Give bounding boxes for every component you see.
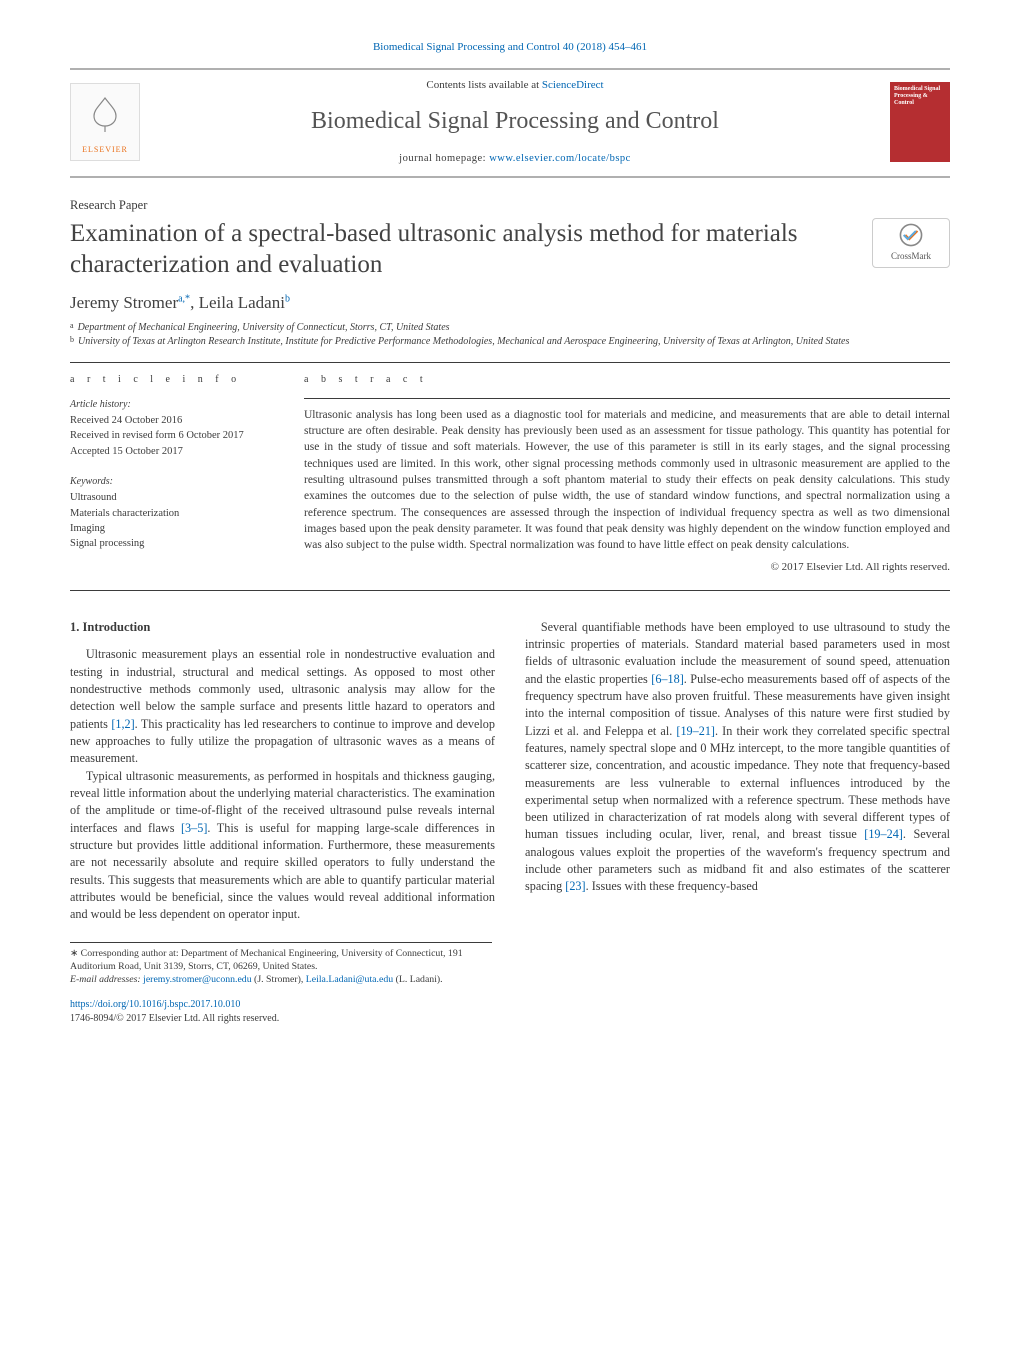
- journal-homepage-link[interactable]: www.elsevier.com/locate/bspc: [489, 153, 631, 164]
- journal-cover-thumb[interactable]: Biomedical Signal Processing & Control: [890, 82, 950, 162]
- cover-thumb-text: Biomedical Signal Processing & Control: [894, 86, 946, 108]
- abstract-head: a b s t r a c t: [304, 373, 950, 388]
- email-line: E-mail addresses: jeremy.stromer@uconn.e…: [70, 973, 492, 986]
- article-info-column: a r t i c l e i n f o Article history: R…: [70, 373, 270, 575]
- body-para-4: Several quantifiable methods have been e…: [525, 619, 950, 896]
- elsevier-wordmark: ELSEVIER: [82, 144, 128, 156]
- citation-1-2[interactable]: [1,2]: [111, 717, 134, 731]
- email1-who: (J. Stromer),: [252, 974, 306, 985]
- crossmark-label: CrossMark: [891, 250, 931, 263]
- issn-copyright-line: 1746-8094/© 2017 Elsevier Ltd. All right…: [70, 1013, 279, 1024]
- info-abstract-row: a r t i c l e i n f o Article history: R…: [70, 373, 950, 575]
- footnotes: ∗ Corresponding author at: Department of…: [70, 942, 492, 987]
- history-label: Article history:: [70, 398, 270, 413]
- section-heading-1: 1. Introduction: [70, 619, 495, 637]
- keyword-4: Signal processing: [70, 536, 270, 551]
- history-received: Received 24 October 2016: [70, 413, 270, 428]
- article-title: Examination of a spectral-based ultrason…: [70, 218, 856, 281]
- journal-header: ELSEVIER Contents lists available at Sci…: [70, 70, 950, 176]
- elsevier-tree-icon: [84, 84, 126, 144]
- affiliation-a: Department of Mechanical Engineering, Un…: [78, 321, 450, 335]
- author-2-affil-sup: b: [285, 293, 290, 304]
- author-1-affil-sup: a,*: [178, 293, 190, 304]
- email-label: E-mail addresses:: [70, 974, 143, 985]
- crossmark-badge[interactable]: CrossMark: [872, 218, 950, 268]
- homepage-pre: journal homepage:: [399, 153, 489, 164]
- keywords-label: Keywords:: [70, 475, 270, 490]
- doi-block: https://doi.org/10.1016/j.bspc.2017.10.0…: [70, 998, 950, 1025]
- elsevier-logo[interactable]: ELSEVIER: [70, 83, 140, 161]
- citation-19-24[interactable]: [19–24]: [864, 827, 903, 841]
- email2-who: (L. Ladani).: [393, 974, 443, 985]
- email-author-1[interactable]: jeremy.stromer@uconn.edu: [143, 974, 252, 985]
- author-2: Leila Ladani: [199, 293, 285, 312]
- abstract-column: a b s t r a c t Ultrasonic analysis has …: [304, 373, 950, 575]
- doi-link[interactable]: https://doi.org/10.1016/j.bspc.2017.10.0…: [70, 999, 240, 1010]
- abstract-inner-rule: [304, 398, 950, 399]
- affil-b-sup: b: [70, 335, 74, 349]
- body-para-1: Ultrasonic measurement plays an essentia…: [70, 646, 495, 767]
- abstract-text: Ultrasonic analysis has long been used a…: [304, 407, 950, 554]
- body-two-column: 1. Introduction Ultrasonic measurement p…: [70, 619, 950, 924]
- article-info-head: a r t i c l e i n f o: [70, 373, 270, 388]
- info-rule-bottom: [70, 590, 950, 591]
- title-row: Examination of a spectral-based ultrason…: [70, 218, 950, 281]
- keyword-1: Ultrasound: [70, 490, 270, 505]
- email-author-2[interactable]: Leila.Ladani@uta.edu: [306, 974, 393, 985]
- header-rule-bottom: [70, 176, 950, 178]
- history-accepted: Accepted 15 October 2017: [70, 444, 270, 459]
- keyword-3: Imaging: [70, 521, 270, 536]
- authors-line: Jeremy Stromera,*, Leila Ladanib: [70, 291, 950, 316]
- p4c: . In their work they correlated specific…: [525, 724, 950, 842]
- contents-pre: Contents lists available at: [426, 79, 541, 91]
- body-para-2: Typical ultrasonic measurements, as perf…: [70, 768, 495, 924]
- homepage-line: journal homepage: www.elsevier.com/locat…: [154, 151, 876, 166]
- affiliation-b: University of Texas at Arlington Researc…: [78, 335, 849, 349]
- p1b: . This practicality has led researchers …: [70, 717, 495, 766]
- corresponding-author-note: ∗ Corresponding author at: Department of…: [70, 947, 492, 973]
- affiliations: a Department of Mechanical Engineering, U…: [70, 321, 950, 348]
- info-rule-top: [70, 362, 950, 363]
- article-type-label: Research Paper: [70, 196, 950, 214]
- header-center: Contents lists available at ScienceDirec…: [140, 78, 890, 166]
- crossmark-icon: [898, 222, 924, 248]
- author-1: Jeremy Stromer: [70, 293, 178, 312]
- p4e: . Issues with these frequency-based: [586, 879, 758, 893]
- citation-6-18[interactable]: [6–18]: [651, 672, 684, 686]
- abstract-copyright: © 2017 Elsevier Ltd. All rights reserved…: [304, 560, 950, 576]
- journal-ref-link[interactable]: Biomedical Signal Processing and Control…: [373, 41, 647, 53]
- keyword-2: Materials characterization: [70, 506, 270, 521]
- journal-reference: Biomedical Signal Processing and Control…: [70, 40, 950, 56]
- contents-available-line: Contents lists available at ScienceDirec…: [154, 78, 876, 94]
- citation-23[interactable]: [23]: [565, 879, 585, 893]
- citation-3-5[interactable]: [3–5]: [181, 821, 207, 835]
- citation-19-21[interactable]: [19–21]: [676, 724, 715, 738]
- history-revised: Received in revised form 6 October 2017: [70, 428, 270, 443]
- sciencedirect-link[interactable]: ScienceDirect: [542, 79, 604, 91]
- journal-title: Biomedical Signal Processing and Control: [154, 104, 876, 139]
- author-separator: ,: [190, 293, 199, 312]
- affil-a-sup: a: [70, 321, 74, 335]
